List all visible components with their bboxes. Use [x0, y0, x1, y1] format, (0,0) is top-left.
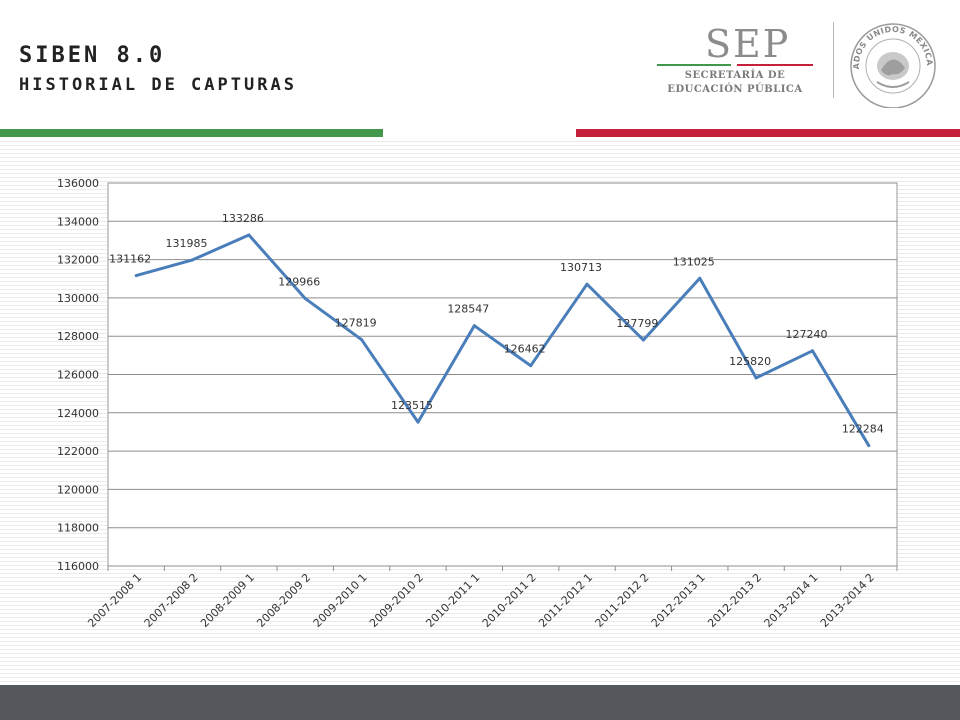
y-tick-label: 134000 — [57, 215, 99, 228]
x-tick-label: 2008-2009 2 — [254, 571, 313, 630]
data-label: 131985 — [166, 237, 208, 250]
x-tick-label: 2012-2013 1 — [649, 571, 708, 630]
data-point — [472, 324, 476, 328]
x-tick-label: 2010-2011 1 — [423, 571, 482, 630]
flag-bar-red — [576, 129, 960, 137]
flag-bar-green — [0, 129, 383, 137]
y-tick-label: 132000 — [57, 254, 99, 267]
data-label: 130713 — [560, 261, 602, 274]
data-label: 133286 — [222, 212, 264, 225]
logo-divider — [833, 22, 834, 98]
x-tick-label: 2012-2013 2 — [705, 571, 764, 630]
data-point — [134, 274, 138, 278]
x-tick-label: 2011-2012 1 — [536, 571, 595, 630]
sep-logo-line1: SECRETARÍA DE — [684, 70, 786, 81]
sep-logo-red-line — [737, 64, 813, 66]
data-point — [810, 349, 814, 353]
x-tick-label: 2009-2010 1 — [311, 571, 370, 630]
data-label: 127240 — [785, 328, 827, 341]
data-point — [416, 420, 420, 424]
y-tick-label: 136000 — [57, 177, 99, 190]
y-tick-label: 130000 — [57, 292, 99, 305]
data-label: 131025 — [673, 255, 715, 268]
data-point — [303, 297, 307, 301]
x-tick-label: 2009-2010 2 — [367, 571, 426, 630]
data-label: 122284 — [842, 423, 884, 436]
y-tick-label: 126000 — [57, 369, 99, 382]
sep-logo: SEP SECRETARÍA DE EDUCACIÓN PÚBLICA — [655, 22, 825, 106]
data-point — [641, 338, 645, 342]
x-tick-label: 2007-2008 2 — [142, 571, 201, 630]
y-tick-label: 120000 — [57, 483, 99, 496]
data-label: 123515 — [391, 399, 433, 412]
x-tick-label: 2013-2014 2 — [818, 571, 877, 630]
x-tick-label: 2013-2014 1 — [762, 571, 821, 630]
data-point — [191, 258, 195, 262]
data-label: 125820 — [729, 355, 771, 368]
data-point — [529, 364, 533, 368]
x-tick-label: 2007-2008 1 — [85, 571, 144, 630]
footer-bar — [0, 685, 960, 720]
data-label: 131162 — [109, 253, 151, 266]
data-label: 129966 — [278, 276, 320, 289]
data-point — [867, 444, 871, 448]
series-line — [135, 233, 871, 447]
national-seal-icon: ESTADOS UNIDOS MEXICANOS — [845, 16, 936, 108]
y-tick-label: 118000 — [57, 522, 99, 535]
y-tick-label: 124000 — [57, 407, 99, 420]
data-label: 126462 — [504, 343, 546, 356]
data-point — [585, 282, 589, 286]
x-tick-label: 2008-2009 1 — [198, 571, 257, 630]
data-label: 128547 — [447, 303, 489, 316]
page-title: SIBEN 8.0 — [19, 43, 166, 68]
data-point — [754, 376, 758, 380]
y-tick-label: 128000 — [57, 330, 99, 343]
x-tick-label: 2011-2012 2 — [593, 571, 652, 630]
y-tick-label: 122000 — [57, 445, 99, 458]
data-point — [698, 276, 702, 280]
data-label: 127799 — [616, 317, 658, 330]
x-tick-label: 2010-2011 2 — [480, 571, 539, 630]
data-point — [247, 233, 251, 237]
sep-logo-word: SEP — [705, 22, 791, 66]
page-subtitle: HISTORIAL DE CAPTURAS — [19, 75, 297, 95]
data-point — [360, 338, 364, 342]
sep-logo-green-line — [657, 64, 731, 66]
y-tick-label: 116000 — [57, 560, 99, 573]
data-label: 127819 — [335, 317, 377, 330]
sep-logo-line2: EDUCACIÓN PÚBLICA — [667, 84, 803, 95]
